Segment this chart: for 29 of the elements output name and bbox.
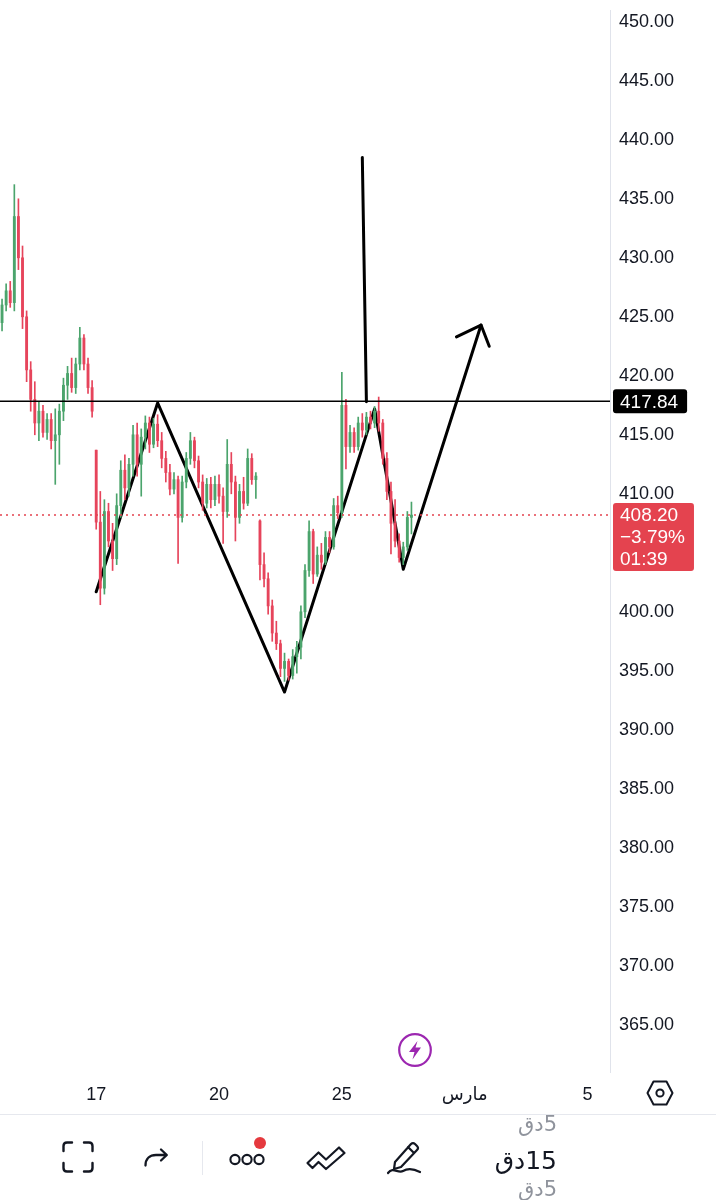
y-tick-label: 375.00	[619, 895, 675, 916]
y-tick-label: 380.00	[619, 836, 675, 857]
text: 01:39	[620, 548, 668, 570]
text: 5دق	[517, 1176, 557, 1200]
y-tick-label: 440.00	[619, 128, 675, 149]
y-tick-label: 415.00	[619, 423, 675, 444]
y-tick-label: 365.00	[619, 1013, 675, 1034]
x-tick-label: 5	[582, 1083, 593, 1104]
text: 5دق	[517, 1111, 557, 1137]
x-tick-label: 20	[209, 1083, 230, 1104]
x-tick-label: 17	[86, 1083, 107, 1104]
x-tick-label: مارس	[441, 1083, 488, 1104]
y-tick-label: 425.00	[619, 305, 675, 326]
y-tick-label: 435.00	[619, 187, 675, 208]
y-tick-label: 410.00	[619, 482, 675, 503]
y-tick-label: 390.00	[619, 718, 675, 739]
ref-line-label: 417.84	[620, 390, 679, 412]
y-tick-label: 420.00	[619, 364, 675, 385]
y-tick-label: 400.00	[619, 600, 675, 621]
y-tick-label: 370.00	[619, 954, 675, 975]
y-tick-label: 385.00	[619, 777, 675, 798]
y-tick-label: 395.00	[619, 659, 675, 680]
y-tick-label: 445.00	[619, 69, 675, 90]
text: −3.79%	[620, 526, 686, 548]
x-tick-label: 25	[331, 1083, 352, 1104]
y-tick-label: 450.00	[619, 10, 675, 31]
y-tick-label: 430.00	[619, 246, 675, 267]
ref-line-label: 408.20	[620, 504, 679, 526]
text: 15دق	[494, 1145, 557, 1175]
